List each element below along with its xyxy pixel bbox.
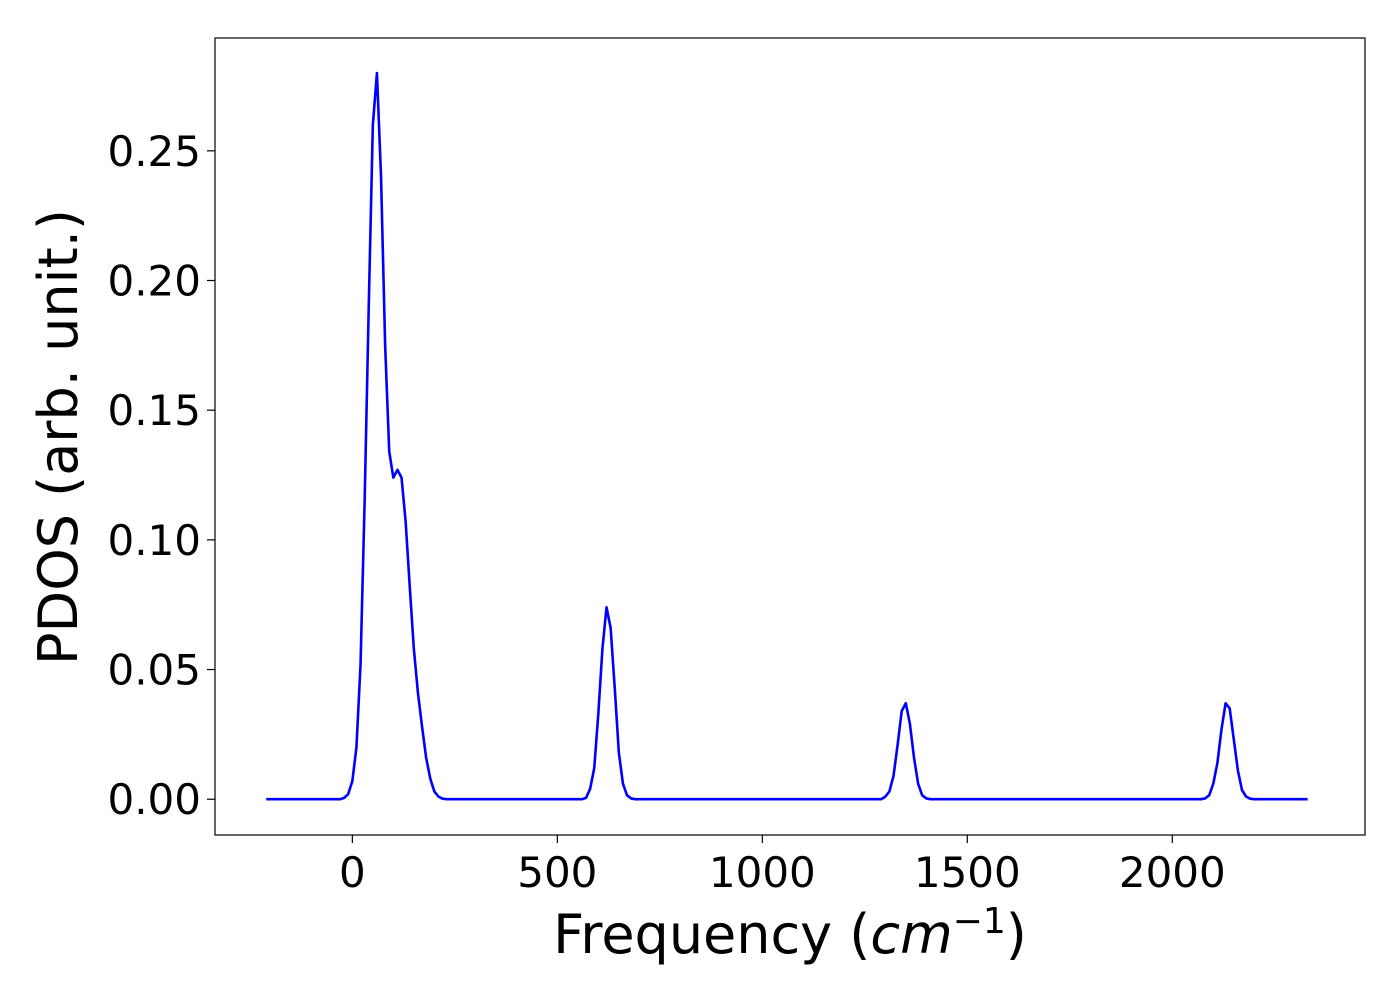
x-axis-ticks: 0 500 1000 1500 2000 <box>339 835 1226 897</box>
x-tick-label: 1000 <box>709 848 816 897</box>
y-axis-label: PDOS (arb. unit.) <box>27 209 90 665</box>
x-tick-label: 0 <box>339 848 366 897</box>
x-tick-label: 500 <box>517 848 597 897</box>
y-tick-label: 0.10 <box>107 516 201 565</box>
y-tick-label: 0.25 <box>107 127 201 176</box>
y-tick-label: 0.00 <box>107 775 201 824</box>
pdos-series-line <box>266 71 1308 801</box>
y-tick-label: 0.05 <box>107 646 201 695</box>
x-tick-label: 2000 <box>1119 848 1226 897</box>
y-axis-ticks: 0.00 0.05 0.10 0.15 0.20 0.25 <box>107 127 215 824</box>
plot-area <box>214 37 1366 836</box>
y-tick-label: 0.20 <box>107 256 201 305</box>
x-tick-label: 1500 <box>914 848 1021 897</box>
y-tick-label: 0.15 <box>107 386 201 435</box>
x-axis-label: Frequency (cm−1) <box>553 901 1027 966</box>
